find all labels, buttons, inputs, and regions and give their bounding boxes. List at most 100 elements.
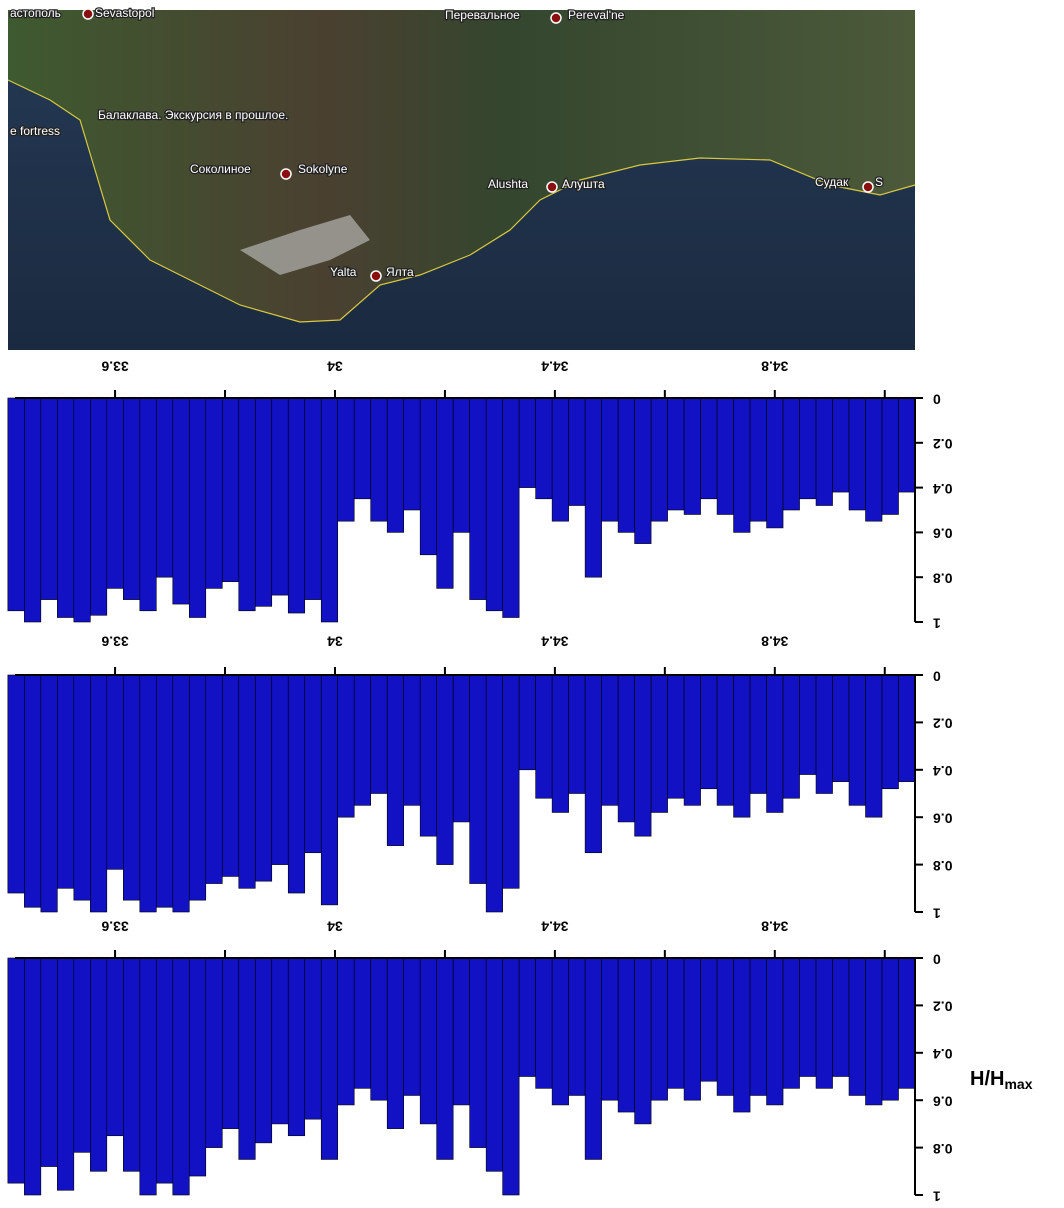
bar (486, 675, 502, 912)
bar (602, 398, 618, 521)
x-tick-label: 34.4 (541, 918, 568, 934)
x-tick-label: 33.6 (101, 633, 128, 649)
bar (701, 398, 717, 499)
bar (800, 398, 816, 499)
bar (519, 675, 535, 770)
bar (57, 398, 73, 618)
bar (453, 675, 469, 822)
bar (618, 958, 634, 1112)
bar (866, 958, 882, 1105)
bar (536, 675, 552, 798)
bar (387, 398, 403, 532)
y-tick-label: 0.2 (933, 716, 953, 732)
map-label: Pereval'ne (568, 8, 625, 22)
bar (288, 398, 304, 613)
bar (387, 675, 403, 846)
bar (305, 958, 321, 1119)
y-axis-label-sub: max (1004, 1076, 1032, 1092)
bar (750, 675, 766, 794)
bar (321, 398, 337, 622)
bar (8, 675, 24, 893)
bar (701, 958, 717, 1081)
bar (189, 398, 205, 618)
bar (767, 398, 783, 528)
bar (140, 675, 156, 912)
x-tick-label: 34.8 (761, 918, 788, 934)
bar (585, 958, 601, 1159)
bar (321, 675, 337, 905)
bar (239, 675, 255, 888)
bar (123, 675, 139, 900)
place-marker (863, 182, 873, 192)
bar (668, 675, 684, 798)
bar (420, 398, 436, 555)
bar (569, 958, 585, 1095)
y-tick-label: 0 (933, 951, 941, 967)
bar (684, 675, 700, 805)
bar (173, 958, 189, 1195)
bar (41, 398, 57, 600)
bar (783, 675, 799, 798)
bar (651, 675, 667, 812)
bar (849, 675, 865, 805)
bar (684, 958, 700, 1100)
y-tick-label: 0.8 (933, 858, 953, 874)
bar (750, 398, 766, 521)
map-label: S (875, 175, 883, 189)
bar (437, 675, 453, 865)
bar (651, 958, 667, 1100)
place-marker (547, 182, 557, 192)
bar (519, 958, 535, 1077)
bar (354, 398, 370, 499)
bar (222, 958, 238, 1129)
y-tick-label: 0.6 (933, 1093, 953, 1109)
bar (57, 958, 73, 1190)
bar (24, 398, 40, 622)
bar (783, 958, 799, 1088)
bar (272, 675, 288, 865)
place-marker (83, 9, 93, 19)
y-tick-label: 0.4 (933, 763, 953, 779)
bar (684, 398, 700, 514)
bar (354, 958, 370, 1088)
bar (255, 398, 271, 606)
map-label: Соколиное (190, 162, 251, 176)
bar (734, 398, 750, 532)
figure: астопольSevastopolПеревальноеPereval'neБ… (0, 0, 1064, 1203)
map-label: Судак (815, 175, 849, 189)
bar (140, 398, 156, 611)
bar (272, 398, 288, 595)
bar (783, 398, 799, 510)
bar (156, 398, 172, 577)
bar (272, 958, 288, 1124)
bar (338, 958, 354, 1105)
bar (239, 958, 255, 1159)
bar (90, 398, 106, 615)
bar (552, 958, 568, 1105)
bar (222, 675, 238, 876)
map-label: Перевальное (445, 8, 520, 22)
bar (206, 958, 222, 1148)
bar (404, 398, 420, 510)
bar (503, 958, 519, 1195)
bar (437, 398, 453, 588)
bar (800, 675, 816, 775)
bar (536, 958, 552, 1088)
bar (206, 398, 222, 588)
bar (239, 398, 255, 611)
bar (503, 675, 519, 888)
bar (321, 958, 337, 1159)
bar (123, 398, 139, 600)
bar (767, 958, 783, 1105)
y-tick-label: 0.2 (933, 999, 953, 1015)
y-tick-label: 0.4 (933, 1046, 953, 1062)
bar (453, 398, 469, 532)
y-axis-label: H/Hmax (970, 1068, 1033, 1091)
bar (552, 675, 568, 812)
y-tick-label: 0.2 (933, 436, 953, 452)
y-tick-label: 0.6 (933, 810, 953, 826)
bar (255, 958, 271, 1143)
y-tick-label: 0.8 (933, 570, 953, 586)
map-label: Alushta (488, 177, 528, 191)
bar (74, 398, 90, 622)
